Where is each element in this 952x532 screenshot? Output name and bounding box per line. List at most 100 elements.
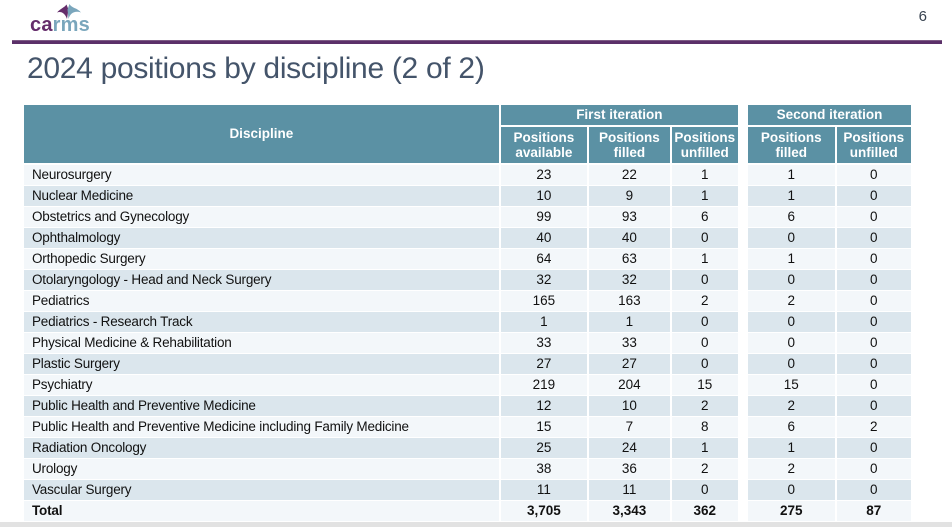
column-group-gap <box>738 479 748 500</box>
slide-header: carms 6 <box>0 0 952 40</box>
value-cell: 38 <box>498 457 590 480</box>
discipline-cell: Psychiatry <box>22 373 501 396</box>
discipline-cell: Vascular Surgery <box>22 478 501 501</box>
table-body: Neurosurgery 23 22 1 1 0 Nuclear Medicine 10 9 1 1… <box>22 163 913 522</box>
value-cell: 2 <box>669 394 740 417</box>
column-group-gap <box>738 269 748 290</box>
value-cell: 0 <box>834 436 913 459</box>
value-cell: 6 <box>746 205 837 228</box>
value-cell: 0 <box>834 394 913 417</box>
column-group-gap <box>738 395 748 416</box>
value-cell: 93 <box>587 205 672 228</box>
value-cell: 23 <box>498 163 590 186</box>
value-cell: 10 <box>498 184 590 207</box>
table-row: Urology 38 36 2 2 0 <box>22 457 913 480</box>
value-cell: 2 <box>746 289 837 312</box>
value-cell: 0 <box>834 478 913 501</box>
table-row: Psychiatry 219 204 15 15 0 <box>22 373 913 396</box>
value-cell: 33 <box>587 331 672 354</box>
value-cell: 8 <box>669 415 740 438</box>
value-cell: 0 <box>669 331 740 354</box>
positions-table: Discipline First iteration Second iterat… <box>22 103 913 522</box>
carms-logo: carms <box>30 4 120 38</box>
value-cell: 219 <box>498 373 590 396</box>
value-cell: 40 <box>587 226 672 249</box>
total-row: Total 3,705 3,343 362 275 87 <box>22 499 913 522</box>
value-cell: 87 <box>834 499 913 522</box>
value-cell: 1 <box>746 163 837 186</box>
value-cell: 1 <box>669 163 740 186</box>
value-cell: 0 <box>669 478 740 501</box>
value-cell: 0 <box>746 478 837 501</box>
logo-text-rms: rms <box>52 14 90 36</box>
value-cell: 99 <box>498 205 590 228</box>
slide-bottom-edge <box>0 522 952 527</box>
value-cell: 0 <box>746 268 837 291</box>
column-group-gap <box>738 185 748 206</box>
value-cell: 0 <box>669 226 740 249</box>
value-cell: 10 <box>587 394 672 417</box>
table-row: Pediatrics 165 163 2 2 0 <box>22 289 913 312</box>
value-cell: 32 <box>498 268 590 291</box>
discipline-cell: Orthopedic Surgery <box>22 247 501 270</box>
column-group-gap <box>738 206 748 227</box>
value-cell: 15 <box>746 373 837 396</box>
discipline-cell: Public Health and Preventive Medicine <box>22 394 501 417</box>
value-cell: 0 <box>834 247 913 270</box>
column-header-positions-available: Positions available <box>498 125 590 165</box>
value-cell: 1 <box>746 436 837 459</box>
value-cell: 362 <box>669 499 740 522</box>
value-cell: 11 <box>498 478 590 501</box>
value-cell: 2 <box>746 394 837 417</box>
table-row: Obstetrics and Gynecology 99 93 6 6 0 <box>22 205 913 228</box>
discipline-cell: Physical Medicine & Rehabilitation <box>22 331 501 354</box>
column-group-gap <box>738 104 748 164</box>
maple-leaf-icon <box>56 4 82 24</box>
value-cell: 64 <box>498 247 590 270</box>
value-cell: 36 <box>587 457 672 480</box>
column-header-positions-filled-1: Positions filled <box>587 125 672 165</box>
table-row: Ophthalmology 40 40 0 0 0 <box>22 226 913 249</box>
value-cell: 0 <box>834 310 913 333</box>
table-row: Otolaryngology - Head and Neck Surgery 32… <box>22 268 913 291</box>
table-row: Neurosurgery 23 22 1 1 0 <box>22 163 913 186</box>
discipline-cell: Urology <box>22 457 501 480</box>
value-cell: 3,705 <box>498 499 590 522</box>
value-cell: 0 <box>834 163 913 186</box>
value-cell: 0 <box>834 331 913 354</box>
column-header-positions-unfilled-1: Positions unfilled <box>669 125 740 165</box>
discipline-cell: Neurosurgery <box>22 163 501 186</box>
value-cell: 275 <box>746 499 837 522</box>
discipline-cell: Pediatrics - Research Track <box>22 310 501 333</box>
value-cell: 204 <box>587 373 672 396</box>
value-cell: 6 <box>669 205 740 228</box>
value-cell: 0 <box>746 331 837 354</box>
column-group-gap <box>738 374 748 395</box>
value-cell: 0 <box>834 184 913 207</box>
value-cell: 0 <box>834 226 913 249</box>
table-row: Nuclear Medicine 10 9 1 1 0 <box>22 184 913 207</box>
total-label: Total <box>22 499 501 522</box>
table-row: Pediatrics - Research Track 1 1 0 0 0 <box>22 310 913 333</box>
column-group-gap <box>738 437 748 458</box>
column-group-gap <box>738 248 748 269</box>
value-cell: 15 <box>498 415 590 438</box>
value-cell: 1 <box>498 310 590 333</box>
logo-wordmark: carms <box>30 14 90 37</box>
value-cell: 0 <box>834 352 913 375</box>
column-group-gap <box>738 353 748 374</box>
value-cell: 32 <box>587 268 672 291</box>
value-cell: 33 <box>498 331 590 354</box>
value-cell: 0 <box>669 310 740 333</box>
page-title: 2024 positions by discipline (2 of 2) <box>27 52 485 85</box>
group-header-first-iteration: First iteration <box>498 103 740 127</box>
table-row: Public Health and Preventive Medicine in… <box>22 415 913 438</box>
value-cell: 2 <box>669 457 740 480</box>
table-row: Physical Medicine & Rehabilitation 33 33 0 0… <box>22 331 913 354</box>
value-cell: 1 <box>746 184 837 207</box>
value-cell: 0 <box>746 352 837 375</box>
value-cell: 1 <box>587 310 672 333</box>
discipline-cell: Public Health and Preventive Medicine in… <box>22 415 501 438</box>
column-group-gap <box>738 416 748 437</box>
value-cell: 9 <box>587 184 672 207</box>
